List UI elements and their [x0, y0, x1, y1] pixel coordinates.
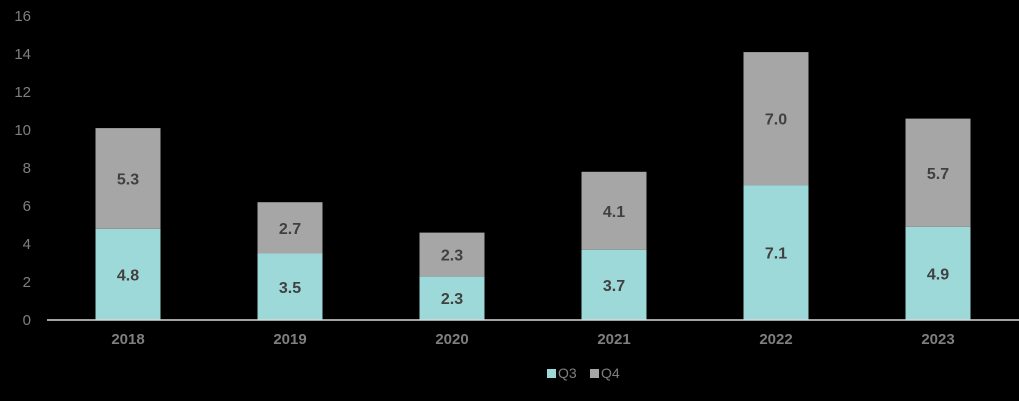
data-label-q3-2023: 4.9: [927, 266, 949, 283]
bar-q4-2022: [743, 52, 809, 186]
legend-label-q3: Q3: [558, 365, 577, 381]
x-tick-label: 2022: [759, 331, 792, 348]
data-label-q4-2020: 2.3: [441, 247, 463, 264]
legend-swatch-q3: [547, 369, 556, 378]
y-tick-label: 8: [23, 160, 31, 177]
y-tick-label: 12: [14, 84, 31, 101]
x-tick-label: 2023: [921, 331, 954, 348]
bar-q4-2023: [905, 118, 971, 227]
data-label-q3-2018: 4.8: [117, 267, 139, 284]
data-label-q3-2021: 3.7: [603, 278, 625, 295]
bar-q3-2021: [581, 249, 647, 320]
data-label-q3-2022: 7.1: [765, 246, 787, 263]
data-label-q4-2023: 5.7: [927, 166, 949, 183]
y-tick-label: 16: [14, 8, 31, 25]
legend-label-q4: Q4: [601, 365, 620, 381]
y-axis: 0 2 4 6 8 10 12 14 16: [14, 8, 31, 329]
data-label-q4-2021: 4.1: [603, 204, 625, 221]
data-label-q4-2019: 2.7: [279, 221, 301, 238]
bars: 4.8 5.3 3.5 2.7 2.3 2.3 3.7 4.1 7.1 7.0 4.9 5.7: [95, 52, 971, 320]
data-label-q4-2022: 7.0: [765, 112, 787, 129]
bar-q4-2020: [419, 232, 485, 277]
x-tick-label: 2018: [111, 331, 144, 348]
legend-swatch-q4: [590, 369, 599, 378]
bar-q3-2019: [257, 253, 323, 320]
bar-q3-2018: [95, 228, 161, 320]
x-tick-label: 2019: [273, 331, 306, 348]
bar-q3-2020: [419, 276, 485, 320]
y-tick-label: 4: [23, 236, 31, 253]
legend: Q3 Q4: [547, 365, 620, 381]
x-tick-label: 2021: [597, 331, 630, 348]
x-axis: 2018 2019 2020 2021 2022 2023: [111, 331, 954, 348]
bar-q3-2023: [905, 226, 971, 320]
bar-q3-2022: [743, 185, 809, 320]
bar-q4-2021: [581, 171, 647, 250]
data-label-q3-2020: 2.3: [441, 291, 463, 308]
bar-q4-2018: [95, 128, 161, 229]
y-tick-label: 0: [23, 312, 31, 329]
y-tick-label: 2: [23, 274, 31, 291]
y-tick-label: 6: [23, 198, 31, 215]
data-label-q3-2019: 3.5: [279, 280, 301, 297]
y-tick-label: 10: [14, 122, 31, 139]
data-label-q4-2018: 5.3: [117, 171, 139, 188]
x-tick-label: 2020: [435, 331, 468, 348]
y-tick-label: 14: [14, 46, 31, 63]
bar-q4-2019: [257, 202, 323, 254]
